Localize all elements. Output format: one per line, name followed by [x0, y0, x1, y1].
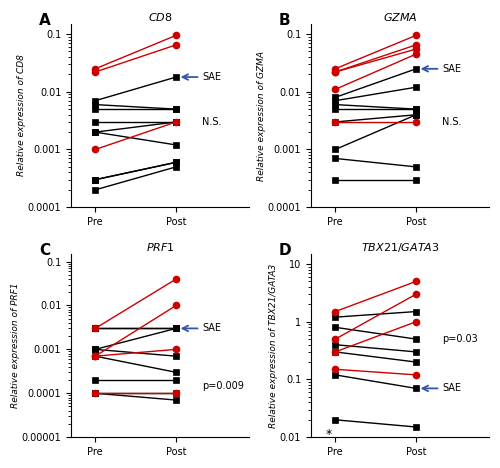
- Text: *: *: [326, 428, 332, 441]
- Y-axis label: Relative expression of CD8: Relative expression of CD8: [17, 55, 26, 176]
- Text: SAE: SAE: [202, 72, 221, 82]
- Text: B: B: [279, 13, 290, 28]
- Title: $\it{TBX21/GATA3}$: $\it{TBX21/GATA3}$: [360, 241, 440, 254]
- Y-axis label: Relative expression of TBX21/GATA3: Relative expression of TBX21/GATA3: [270, 263, 278, 428]
- Y-axis label: Relative expression of PRF1: Relative expression of PRF1: [11, 283, 20, 408]
- Text: D: D: [279, 243, 291, 258]
- Text: C: C: [39, 243, 50, 258]
- Text: N.S.: N.S.: [202, 117, 222, 127]
- Title: $\it{GZMA}$: $\it{GZMA}$: [382, 11, 418, 23]
- Text: SAE: SAE: [442, 64, 461, 74]
- Title: $\it{PRF1}$: $\it{PRF1}$: [146, 241, 174, 253]
- Title: $\it{CD8}$: $\it{CD8}$: [148, 11, 172, 23]
- Y-axis label: Relative expression of GZMA: Relative expression of GZMA: [257, 51, 266, 181]
- Text: N.S.: N.S.: [442, 117, 462, 127]
- Text: p=0.009: p=0.009: [202, 380, 244, 390]
- Text: SAE: SAE: [202, 323, 221, 333]
- Text: A: A: [39, 13, 50, 28]
- Text: SAE: SAE: [442, 383, 461, 394]
- Text: p=0.03: p=0.03: [442, 334, 478, 344]
